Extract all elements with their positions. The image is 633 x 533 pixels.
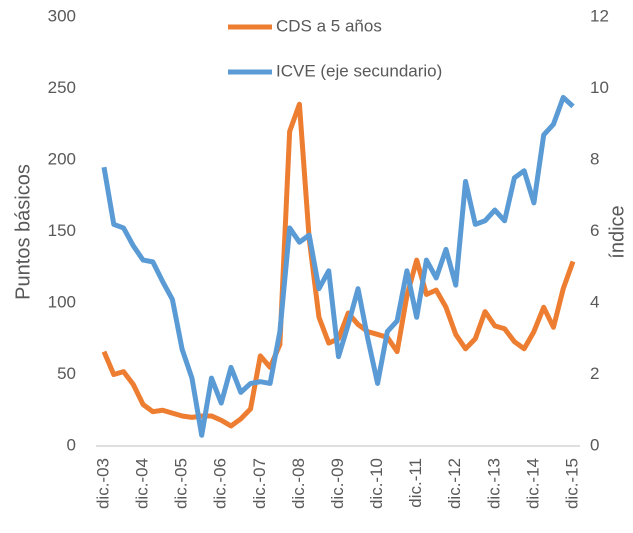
legend-label: CDS a 5 años <box>276 16 382 35</box>
x-tick-label: dic.-04 <box>133 458 152 509</box>
series-line <box>101 94 575 438</box>
y2-tick-label: 12 <box>590 6 609 25</box>
x-tick-label: dic.-03 <box>93 458 112 509</box>
x-tick-label: dic.-15 <box>562 458 581 509</box>
y-axis-title: Puntos básicos <box>12 164 34 300</box>
x-tick-label: dic.-06 <box>211 458 230 509</box>
y2-tick-label: 6 <box>590 221 599 240</box>
y-tick-label: 0 <box>67 435 76 454</box>
y-tick-label: 50 <box>57 364 76 383</box>
x-tick-label: dic.-14 <box>523 458 542 509</box>
legend-label: ICVE (eje secundario) <box>276 61 442 80</box>
x-tick-label: dic.-08 <box>289 458 308 509</box>
y2-tick-label: 8 <box>590 149 599 168</box>
x-tick-label: dic.-10 <box>367 458 386 509</box>
x-tick-label: dic.-09 <box>328 458 347 509</box>
x-tick-label: dic.-07 <box>250 458 269 509</box>
x-tick-label: dic.-05 <box>172 458 191 509</box>
x-tick-label: dic.-11 <box>406 458 425 508</box>
y2-tick-label: 10 <box>590 78 609 97</box>
y2-tick-label: 4 <box>590 292 599 311</box>
y-tick-label: 200 <box>48 149 76 168</box>
x-tick-label: dic.-12 <box>445 458 464 509</box>
x-tick-label: dic.-13 <box>484 458 503 509</box>
y-tick-label: 300 <box>48 6 76 25</box>
y-tick-label: 250 <box>48 78 76 97</box>
y2-axis-title: índice <box>606 205 628 258</box>
y-tick-label: 100 <box>48 292 76 311</box>
series-line <box>101 101 576 429</box>
y-tick-label: 150 <box>48 221 76 240</box>
y2-tick-label: 0 <box>590 435 599 454</box>
y2-tick-label: 2 <box>590 364 599 383</box>
